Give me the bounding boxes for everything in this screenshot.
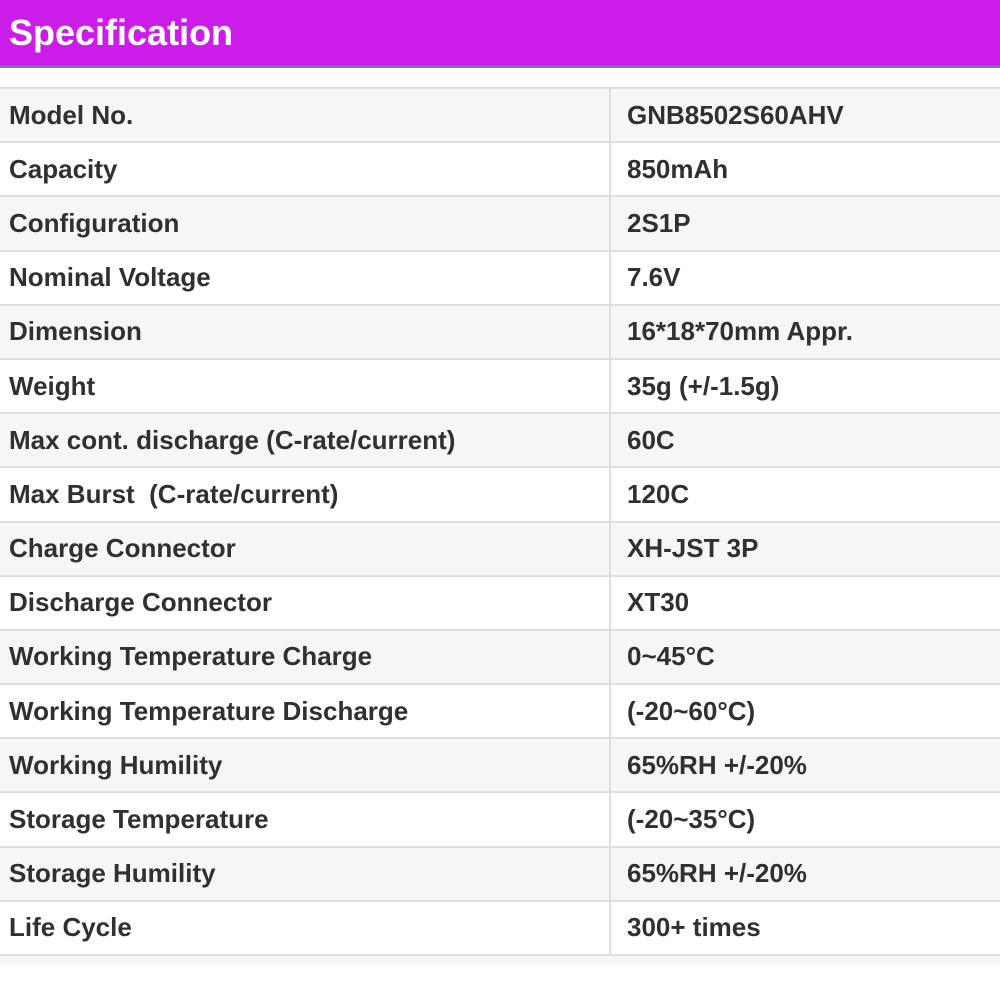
spec-label: Charge Connector <box>0 521 611 577</box>
spec-value: 300+ times <box>610 900 1000 957</box>
spec-value: XH-JST 3P <box>610 521 1000 577</box>
spec-label: Working Temperature Discharge <box>0 684 611 740</box>
spec-value: 0~45°C <box>610 629 1000 686</box>
spec-label: Storage Humility <box>0 846 611 902</box>
spec-value: 2S1P <box>610 196 1000 252</box>
table-row: Working Temperature Discharge (-20~60°C) <box>0 684 1000 740</box>
spec-label: Capacity <box>0 142 611 198</box>
spec-value: (-20~35°C) <box>610 792 1000 848</box>
next-row-peek <box>0 956 1000 965</box>
table-row: Max cont. discharge (C-rate/current) 60C <box>0 413 1000 469</box>
table-row: Configuration 2S1P <box>0 196 1000 252</box>
spec-value: 65%RH +/-20% <box>610 738 1000 794</box>
table-row: Capacity 850mAh <box>0 142 1000 198</box>
table-row: Life Cycle 300+ times <box>0 900 1000 957</box>
specification-header: Specification <box>0 0 1000 68</box>
table-row: Max Burst (C-rate/current) 120C <box>0 467 1000 523</box>
spec-label: Configuration <box>0 196 611 252</box>
spec-label: Working Humility <box>0 738 611 794</box>
spec-label: Model No. <box>0 88 611 144</box>
spec-value: GNB8502S60AHV <box>610 88 1000 144</box>
spec-label: Discharge Connector <box>0 575 611 631</box>
table-row: Weight 35g (+/-1.5g) <box>0 358 1000 415</box>
spec-label: Weight <box>0 358 611 415</box>
spec-label: Max Burst (C-rate/current) <box>0 467 611 523</box>
spec-value: 7.6V <box>610 250 1000 306</box>
spec-label: Dimension <box>0 304 611 360</box>
table-row: Discharge Connector XT30 <box>0 575 1000 631</box>
table-row: Working Temperature Charge 0~45°C <box>0 629 1000 686</box>
specification-table: Model No. GNB8502S60AHV Capacity 850mAh … <box>0 87 1000 957</box>
spec-value: 16*18*70mm Appr. <box>610 304 1000 360</box>
spec-value: 850mAh <box>610 142 1000 198</box>
spec-label: Life Cycle <box>0 900 611 957</box>
table-row: Working Humility 65%RH +/-20% <box>0 738 1000 794</box>
table-row: Nominal Voltage 7.6V <box>0 250 1000 306</box>
page-title: Specification <box>9 11 234 53</box>
spec-value: 35g (+/-1.5g) <box>610 358 1000 415</box>
spec-value: (-20~60°C) <box>610 684 1000 740</box>
spec-label: Nominal Voltage <box>0 250 611 306</box>
spec-value: XT30 <box>610 575 1000 631</box>
spec-value: 60C <box>610 413 1000 469</box>
table-row: Storage Humility 65%RH +/-20% <box>0 846 1000 902</box>
spec-label: Storage Temperature <box>0 792 611 848</box>
spec-label: Working Temperature Charge <box>0 629 611 686</box>
table-row: Dimension 16*18*70mm Appr. <box>0 304 1000 360</box>
spec-value: 120C <box>610 467 1000 523</box>
table-row: Charge Connector XH-JST 3P <box>0 521 1000 577</box>
spec-label: Max cont. discharge (C-rate/current) <box>0 413 611 469</box>
table-row: Model No. GNB8502S60AHV <box>0 88 1000 144</box>
spec-value: 65%RH +/-20% <box>610 846 1000 902</box>
table-row: Storage Temperature (-20~35°C) <box>0 792 1000 848</box>
specification-table-wrap: Model No. GNB8502S60AHV Capacity 850mAh … <box>0 87 1000 957</box>
